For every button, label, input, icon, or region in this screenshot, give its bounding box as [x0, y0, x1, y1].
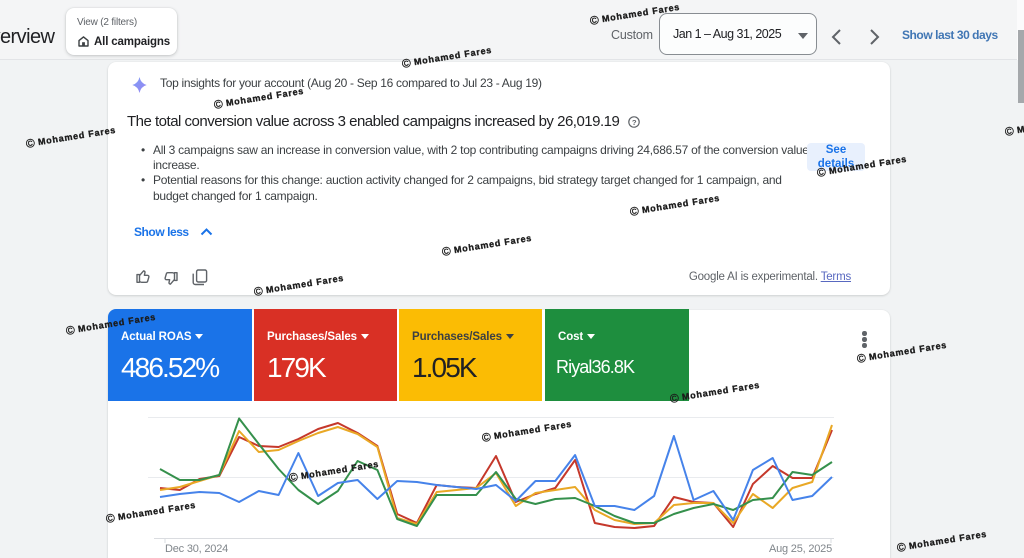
svg-text:?: ?	[632, 118, 637, 127]
